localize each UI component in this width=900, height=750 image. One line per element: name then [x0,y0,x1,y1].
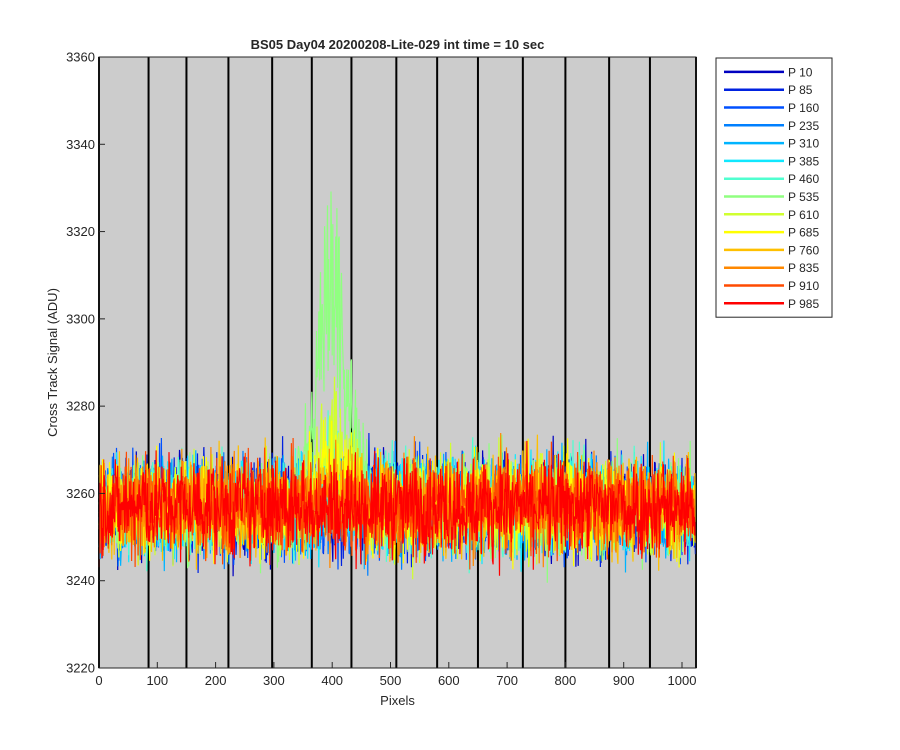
y-axis-title: Cross Track Signal (ADU) [45,288,60,437]
legend-label-0: P 10 [788,65,813,79]
y-tick-label-0: 3220 [66,661,95,676]
x-tick-label-3: 300 [263,673,285,688]
y-tick-label-1: 3240 [66,573,95,588]
y-tick-label-6: 3340 [66,137,95,152]
x-tick-label-5: 500 [380,673,402,688]
x-tick-label-2: 200 [205,673,227,688]
legend-label-11: P 835 [788,261,819,275]
y-tick-label-5: 3320 [66,224,95,239]
x-tick-label-1: 100 [146,673,168,688]
legend-label-12: P 910 [788,279,819,293]
legend: P 10 P 85 P 160 P 235 P 310 P 385 P 460 P 535 P … [715,57,833,318]
legend-label-5: P 385 [788,154,819,168]
x-tick-label-10: 1000 [668,673,697,688]
plot-frame [98,56,697,669]
legend-label-9: P 685 [788,226,819,240]
y-axis-ticks: 3220 3240 3260 3280 3300 3320 3340 3360 [66,50,105,676]
x-axis-ticks: 0 100 200 300 400 500 600 700 800 900 1000 [95,662,696,688]
legend-label-13: P 985 [788,297,819,311]
legend-label-1: P 85 [788,83,813,97]
legend-label-6: P 460 [788,172,819,186]
x-tick-label-4: 400 [321,673,343,688]
plot-area [98,56,697,669]
legend-label-10: P 760 [788,243,819,257]
legend-label-3: P 235 [788,119,819,133]
series-line-p-985 [98,440,696,576]
series-layer [98,191,696,583]
legend-label-2: P 160 [788,101,819,115]
y-tick-label-2: 3260 [66,486,95,501]
x-tick-label-9: 900 [613,673,635,688]
y-tick-label-7: 3360 [66,50,95,65]
legend-label-8: P 610 [788,208,819,222]
x-tick-label-7: 700 [496,673,518,688]
x-axis-title: Pixels [380,693,415,708]
plot-background [99,57,696,668]
legend-box [715,57,833,318]
legend-label-7: P 535 [788,190,819,204]
y-tick-label-4: 3300 [66,311,95,326]
x-tick-label-6: 600 [438,673,460,688]
legend-label-4: P 310 [788,137,819,151]
y-tick-label-3: 3280 [66,399,95,414]
x-tick-label-8: 800 [555,673,577,688]
x-tick-label-0: 0 [95,673,102,688]
chart-title: BS05 Day04 20200208-Lite-029 int time = … [251,37,545,52]
